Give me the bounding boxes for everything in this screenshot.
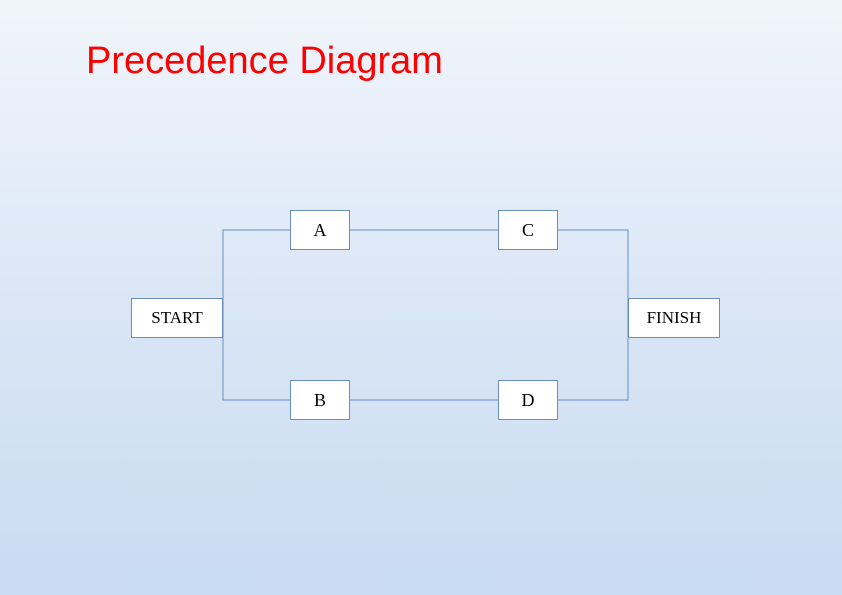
node-c: C: [498, 210, 558, 250]
node-finish: FINISH: [628, 298, 720, 338]
node-d: D: [498, 380, 558, 420]
node-label: B: [314, 390, 326, 411]
node-start: START: [131, 298, 223, 338]
node-a: A: [290, 210, 350, 250]
node-label: D: [522, 390, 535, 411]
node-label: FINISH: [647, 308, 702, 328]
node-b: B: [290, 380, 350, 420]
node-label: C: [522, 220, 534, 241]
node-label: A: [314, 220, 327, 241]
node-label: START: [151, 308, 202, 328]
